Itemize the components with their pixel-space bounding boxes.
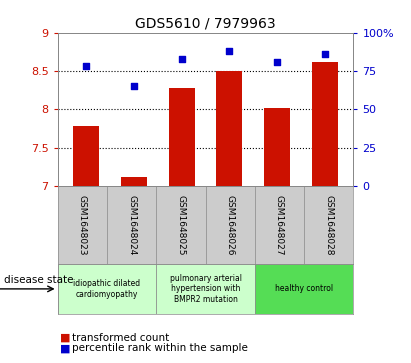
Text: ■: ■ xyxy=(60,343,70,354)
Point xyxy=(226,48,233,54)
Point xyxy=(131,83,137,89)
Bar xyxy=(73,126,99,363)
Bar xyxy=(216,71,242,363)
Text: healthy control: healthy control xyxy=(275,284,333,293)
Bar xyxy=(156,264,255,314)
Point xyxy=(274,59,280,65)
Text: percentile rank within the sample: percentile rank within the sample xyxy=(72,343,248,354)
Bar xyxy=(255,264,353,314)
Title: GDS5610 / 7979963: GDS5610 / 7979963 xyxy=(135,16,276,30)
Point xyxy=(178,56,185,62)
Bar xyxy=(169,88,195,363)
Bar xyxy=(121,177,147,363)
Text: transformed count: transformed count xyxy=(72,333,169,343)
Text: pulmonary arterial
hypertension with
BMPR2 mutation: pulmonary arterial hypertension with BMP… xyxy=(169,274,242,304)
Bar xyxy=(312,62,338,363)
Bar xyxy=(264,109,290,363)
Text: disease state: disease state xyxy=(4,275,74,285)
Text: GSM1648024: GSM1648024 xyxy=(127,195,136,255)
Point xyxy=(321,51,328,57)
Text: GSM1648023: GSM1648023 xyxy=(78,195,87,255)
Bar xyxy=(58,264,156,314)
Text: GSM1648028: GSM1648028 xyxy=(324,195,333,255)
Text: ■: ■ xyxy=(60,333,70,343)
Text: idiopathic dilated
cardiomyopathy: idiopathic dilated cardiomyopathy xyxy=(73,279,141,299)
Point xyxy=(83,64,90,69)
Text: GSM1648026: GSM1648026 xyxy=(226,195,235,255)
Text: GSM1648025: GSM1648025 xyxy=(176,195,185,255)
Text: GSM1648027: GSM1648027 xyxy=(275,195,284,255)
